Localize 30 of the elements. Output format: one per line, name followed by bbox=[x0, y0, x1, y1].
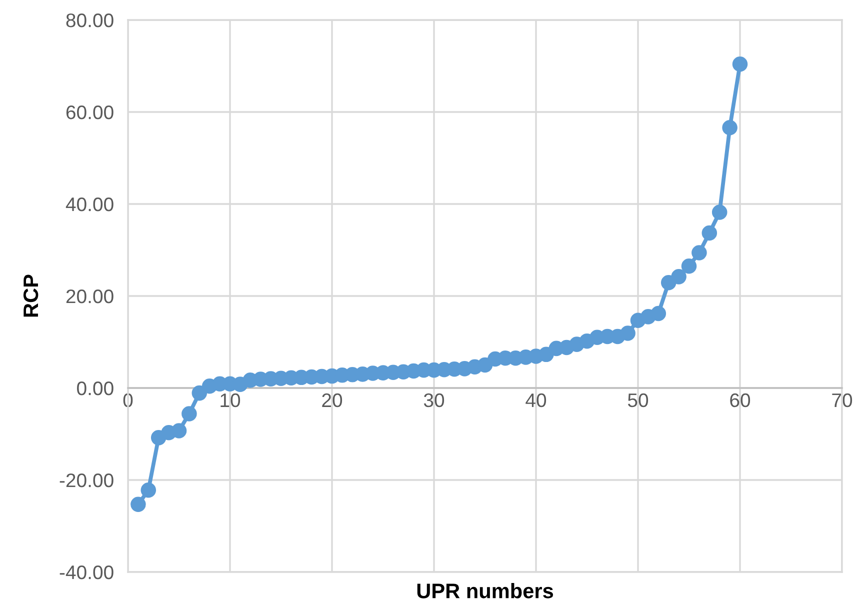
point bbox=[182, 406, 197, 422]
point bbox=[192, 385, 208, 401]
y-tick-label: 20.00 bbox=[66, 289, 114, 304]
x-tick-label: 70 bbox=[832, 393, 852, 408]
point bbox=[722, 120, 738, 136]
point bbox=[171, 423, 187, 438]
point bbox=[671, 269, 686, 284]
y-tick-label: -20.00 bbox=[60, 473, 114, 488]
point bbox=[702, 225, 718, 241]
point bbox=[620, 326, 636, 341]
x-tick-label: 40 bbox=[526, 393, 546, 408]
point bbox=[140, 482, 156, 498]
y-axis-title: RCP bbox=[23, 274, 38, 317]
x-tick-label: 10 bbox=[220, 393, 240, 408]
point bbox=[681, 258, 697, 274]
point bbox=[732, 56, 748, 72]
y-tick-label: 40.00 bbox=[66, 197, 114, 212]
y-tick-label: 0.00 bbox=[77, 381, 114, 396]
point bbox=[712, 204, 728, 220]
x-tick-label: 30 bbox=[424, 393, 444, 408]
y-tick-label: 80.00 bbox=[66, 13, 114, 28]
point bbox=[692, 245, 707, 260]
x-axis-title: UPR numbers bbox=[417, 583, 554, 598]
x-tick-label: 60 bbox=[730, 393, 750, 408]
x-tick-label: 50 bbox=[628, 393, 648, 408]
point bbox=[650, 306, 666, 322]
point bbox=[130, 496, 146, 512]
y-tick-label: 60.00 bbox=[66, 105, 114, 120]
y-tick-label: -40.00 bbox=[60, 565, 114, 580]
x-tick-label: 20 bbox=[322, 393, 342, 408]
